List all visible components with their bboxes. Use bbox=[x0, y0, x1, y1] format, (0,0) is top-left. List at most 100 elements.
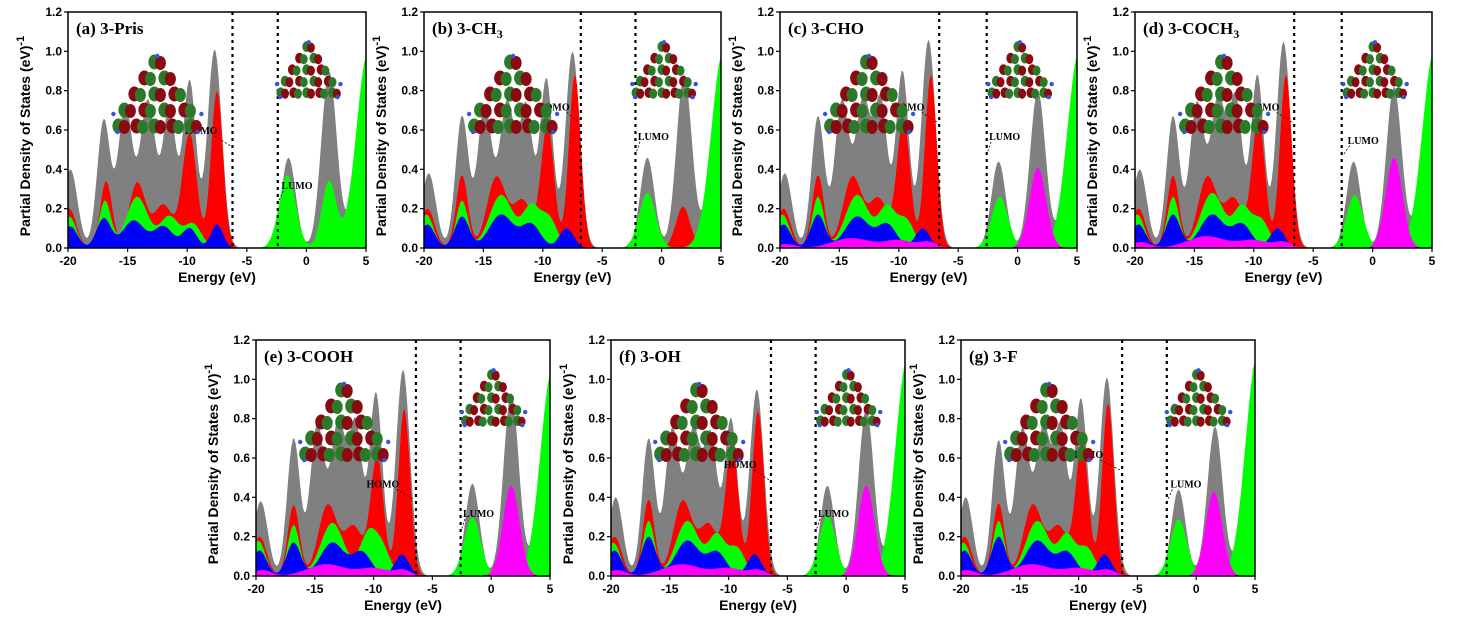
x-tick-label: 0 bbox=[843, 582, 850, 596]
plot-area bbox=[1135, 41, 1432, 248]
y-tick-label: 1.0 bbox=[233, 372, 250, 386]
y-tick-label: 0.4 bbox=[45, 162, 62, 176]
x-tick-label: -5 bbox=[427, 582, 438, 596]
series-o bbox=[961, 491, 1255, 576]
panel-title: (b) 3-CH3 bbox=[432, 19, 503, 41]
y-tick-label: 1.2 bbox=[1112, 5, 1129, 19]
x-axis-label: Energy (eV) bbox=[178, 269, 256, 285]
y-tick-label: 0.6 bbox=[401, 123, 418, 137]
x-tick-label: -20 bbox=[771, 254, 789, 268]
x-tick-label: 0 bbox=[303, 254, 310, 268]
x-tick-label: -20 bbox=[415, 254, 433, 268]
y-tick-label: 1.2 bbox=[401, 5, 418, 19]
y-axis-label: Partial Density of States (eV)-1 bbox=[908, 364, 926, 564]
series-o bbox=[780, 167, 1077, 248]
y-tick-label: 0.0 bbox=[45, 241, 62, 255]
homo-pointer bbox=[396, 489, 415, 500]
lumo-label: LUMO bbox=[1348, 136, 1379, 147]
series-h bbox=[424, 214, 721, 248]
y-tick-label: 0.4 bbox=[1112, 162, 1129, 176]
x-tick-label: -5 bbox=[1308, 254, 1319, 268]
series-n bbox=[1135, 55, 1432, 248]
x-tick-label: -5 bbox=[782, 582, 793, 596]
x-tick-label: -5 bbox=[953, 254, 964, 268]
series-o bbox=[1135, 157, 1432, 248]
y-tick-label: 0.4 bbox=[401, 162, 418, 176]
homo-orbital-illustration bbox=[111, 53, 204, 135]
x-axis-label: Energy (eV) bbox=[1245, 269, 1323, 285]
x-tick-label: 5 bbox=[363, 254, 370, 268]
homo-label: HOMO bbox=[724, 460, 757, 471]
series-n bbox=[424, 55, 721, 248]
homo-label: HOMO bbox=[367, 480, 400, 491]
lumo-label: LUMO bbox=[638, 132, 669, 143]
x-axis-label: Energy (eV) bbox=[890, 269, 968, 285]
x-tick-label: 0 bbox=[488, 582, 495, 596]
y-tick-label: 0.2 bbox=[1112, 202, 1129, 216]
plot-area bbox=[780, 39, 1077, 248]
y-axis-label: Partial Density of States (eV)-1 bbox=[727, 36, 745, 236]
y-tick-label: 1.2 bbox=[45, 5, 62, 19]
y-tick-label: 1.2 bbox=[757, 5, 774, 19]
homo-orbital-illustration bbox=[466, 53, 560, 135]
lumo-label: LUMO bbox=[463, 509, 494, 520]
panel-f: -20 -15 -10 -5 0 5 0.0 0.2 0.4 0.6 0.8 1.0 1.2 Energy… bbox=[558, 333, 909, 613]
homo-orbital-illustration bbox=[822, 53, 916, 135]
y-tick-label: 1.0 bbox=[1112, 44, 1129, 58]
homo-label: HOMO bbox=[185, 126, 218, 137]
lumo-label: LUMO bbox=[989, 132, 1020, 143]
panel-e: -20 -15 -10 -5 0 5 0.0 0.2 0.4 0.6 0.8 1.0 1.2 Energy… bbox=[203, 333, 554, 613]
x-tick-label: -10 bbox=[179, 254, 197, 268]
x-tick-label: 5 bbox=[1429, 254, 1436, 268]
lumo-orbital-illustration bbox=[1341, 40, 1409, 100]
y-tick-label: 1.0 bbox=[45, 44, 62, 58]
y-tick-label: 0.6 bbox=[1112, 123, 1129, 137]
homo-orbital-illustration bbox=[653, 381, 746, 463]
y-tick-label: 1.0 bbox=[401, 44, 418, 58]
x-tick-label: -15 bbox=[119, 254, 137, 268]
lumo-pointer bbox=[278, 190, 284, 202]
y-tick-label: 0.8 bbox=[233, 412, 250, 426]
x-tick-label: 5 bbox=[1252, 582, 1259, 596]
y-tick-label: 0.2 bbox=[45, 202, 62, 216]
x-tick-label: -10 bbox=[365, 582, 383, 596]
x-tick-label: -15 bbox=[1011, 582, 1029, 596]
lumo-orbital-illustration bbox=[986, 40, 1054, 100]
y-tick-label: 0.2 bbox=[938, 530, 955, 544]
y-tick-label: 0.8 bbox=[757, 84, 774, 98]
y-tick-label: 1.2 bbox=[938, 333, 955, 347]
panel-b: -20 -15 -10 -5 0 5 0.0 0.2 0.4 0.6 0.8 1.0 1.2 Energy… bbox=[371, 5, 725, 285]
x-tick-label: 0 bbox=[1369, 254, 1376, 268]
y-tick-label: 0.8 bbox=[1112, 84, 1129, 98]
panel-title: (f) 3-OH bbox=[619, 347, 681, 366]
x-tick-label: -20 bbox=[247, 582, 265, 596]
y-tick-label: 1.0 bbox=[588, 372, 605, 386]
y-tick-label: 0.8 bbox=[45, 84, 62, 98]
y-tick-label: 0.2 bbox=[233, 530, 250, 544]
x-axis-label: Energy (eV) bbox=[1069, 597, 1147, 613]
x-tick-label: 5 bbox=[902, 582, 909, 596]
y-tick-label: 0.0 bbox=[233, 569, 250, 583]
homo-orbital-illustration bbox=[1003, 381, 1096, 463]
homo-label: HOMO bbox=[537, 102, 570, 113]
y-tick-label: 1.2 bbox=[233, 333, 250, 347]
lumo-pointer bbox=[636, 141, 641, 152]
x-tick-label: 5 bbox=[547, 582, 554, 596]
x-tick-label: -20 bbox=[59, 254, 77, 268]
lumo-orbital-illustration bbox=[459, 368, 528, 428]
homo-pointer bbox=[1276, 111, 1293, 123]
series-n bbox=[780, 55, 1077, 248]
homo-label: HOMO bbox=[892, 102, 925, 113]
y-tick-label: 1.0 bbox=[938, 372, 955, 386]
series-o bbox=[256, 485, 550, 576]
homo-pointer bbox=[921, 111, 938, 123]
panel-title: (e) 3-COOH bbox=[264, 347, 353, 366]
y-axis-label: Partial Density of States (eV)-1 bbox=[558, 364, 576, 564]
y-tick-label: 0.2 bbox=[588, 530, 605, 544]
lumo-pointer bbox=[1342, 145, 1350, 156]
x-tick-label: -5 bbox=[241, 254, 252, 268]
panel-title: (g) 3-F bbox=[969, 347, 1018, 366]
series-n bbox=[611, 364, 905, 576]
y-tick-label: 0.4 bbox=[938, 490, 955, 504]
